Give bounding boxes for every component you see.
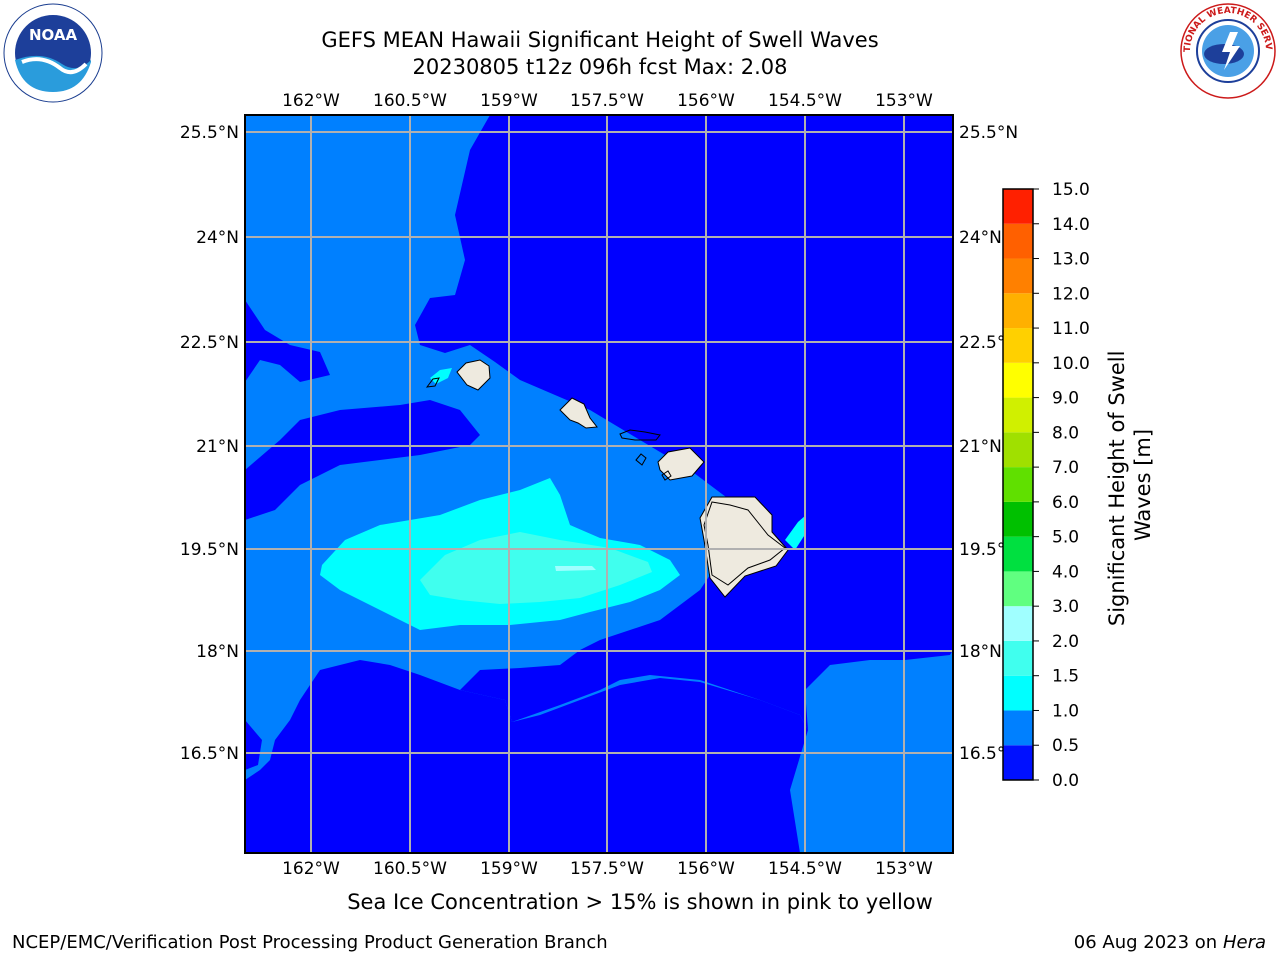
grid-lines	[245, 115, 953, 853]
right-lat-label: 21°N	[959, 437, 1002, 457]
noaa-logo: NOAA	[3, 3, 103, 103]
colorbar-tick-label: 13.0	[1052, 250, 1090, 270]
colorbar-tick-label: 1.0	[1052, 701, 1079, 721]
left-lat-label: 16.5°N	[180, 744, 239, 764]
bottom-lon-label: 156°W	[677, 859, 735, 879]
colorbar-tick-label: 5.0	[1052, 528, 1079, 548]
nws-logo: NATIONAL WEATHER SERVICE	[1178, 2, 1276, 99]
plot-frame	[244, 114, 954, 854]
map-title: GEFS MEAN Hawaii Significant Height of S…	[321, 28, 879, 52]
right-lat-label: 18°N	[959, 642, 1002, 662]
sea-ice-note: Sea Ice Concentration > 15% is shown in …	[347, 890, 933, 914]
colorbar-swatch	[1003, 432, 1033, 468]
bottom-lon-label: 154.5°W	[768, 859, 842, 879]
colorbar-swatch	[1003, 362, 1033, 398]
top-lon-labels: 162°W 160.5°W 159°W 157.5°W 156°W 154.5°…	[282, 91, 933, 111]
colorbar-tick-label: 2.0	[1052, 632, 1079, 652]
left-lat-labels: 25.5°N 24°N 22.5°N 21°N 19.5°N 18°N 16.5…	[180, 123, 239, 764]
right-lat-label: 24°N	[959, 228, 1002, 248]
colorbar-swatch	[1003, 640, 1033, 676]
colorbar-swatch	[1003, 745, 1033, 780]
footer-credit: NCEP/EMC/Verification Post Processing Pr…	[12, 932, 608, 953]
colorbar-tick-label: 1.5	[1052, 667, 1079, 687]
colorbar-tick-label: 0.0	[1052, 771, 1079, 791]
field-top-spot	[555, 566, 596, 571]
left-lat-label: 25.5°N	[180, 123, 239, 143]
colorbar-tick-label: 7.0	[1052, 458, 1079, 478]
top-lon-label: 154.5°W	[768, 91, 842, 111]
left-lat-label: 18°N	[196, 642, 239, 662]
colorbar-tick-label: 11.0	[1052, 319, 1090, 339]
bottom-lon-labels: 162°W 160.5°W 159°W 157.5°W 156°W 154.5°…	[282, 859, 933, 879]
left-lat-label: 24°N	[196, 228, 239, 248]
colorbar-swatch	[1003, 397, 1033, 433]
colorbar-swatch	[1003, 571, 1033, 607]
footer-host: Hera	[1222, 932, 1266, 953]
right-lat-label: 25.5°N	[959, 123, 1018, 143]
colorbar-frame	[1002, 188, 1034, 781]
colorbar-swatch	[1003, 258, 1033, 294]
top-lon-label: 159°W	[480, 91, 538, 111]
island-hawaii-coast	[703, 501, 786, 586]
colorbar-tick-label: 6.0	[1052, 493, 1079, 513]
bottom-lon-label: 157.5°W	[570, 859, 644, 879]
top-lon-label: 156°W	[677, 91, 735, 111]
field-deep-sw-corner	[245, 720, 262, 770]
island-niihau	[425, 377, 440, 388]
colorbar-tick-label: 8.0	[1052, 423, 1079, 443]
field-deep-northeast	[415, 115, 953, 853]
colorbar-tick-label: 9.0	[1052, 389, 1079, 409]
left-lat-label: 22.5°N	[180, 333, 239, 353]
colorbar-swatch	[1003, 606, 1033, 641]
island-lanai	[635, 453, 647, 466]
colorbar-tick-label: 3.0	[1052, 597, 1079, 617]
colorbar-tick-label: 12.0	[1052, 284, 1090, 304]
island-kahoolawe	[661, 470, 672, 481]
left-lat-label: 21°N	[196, 437, 239, 457]
island-molokai	[619, 429, 661, 441]
colorbar-tick-label: 15.0	[1052, 180, 1090, 200]
island-hawaii	[699, 496, 789, 598]
colorbar-tick-label: 10.0	[1052, 354, 1090, 374]
field-deep-west	[245, 400, 480, 520]
colorbar-swatch	[1003, 223, 1033, 259]
bottom-lon-label: 162°W	[282, 859, 340, 879]
map-subtitle: 20230805 t12z 096h fcst Max: 2.08	[412, 55, 788, 79]
colorbar-swatch	[1003, 328, 1033, 363]
top-lon-label: 160.5°W	[373, 91, 447, 111]
left-lat-label: 19.5°N	[180, 540, 239, 560]
bottom-lon-label: 159°W	[480, 859, 538, 879]
footer-date: 06 Aug 2023 on Hera	[1074, 932, 1266, 953]
bottom-lon-label: 160.5°W	[373, 859, 447, 879]
colorbar-swatch	[1003, 293, 1033, 329]
colorbar-tick-label: 14.0	[1052, 215, 1090, 235]
colorbar-swatch	[1003, 536, 1033, 572]
island-oahu	[559, 397, 598, 429]
field-deep-south	[245, 660, 808, 853]
colorbar-tick-label: 4.0	[1052, 562, 1079, 582]
colorbar-swatch	[1003, 467, 1033, 502]
top-lon-label: 162°W	[282, 91, 340, 111]
colorbar-swatch	[1003, 501, 1033, 537]
bottom-lon-label: 153°W	[875, 859, 933, 879]
colorbar-swatch	[1003, 189, 1033, 224]
island-maui	[657, 447, 705, 481]
field-high-east	[785, 515, 806, 550]
footer-date-text: 06 Aug 2023 on	[1073, 932, 1218, 953]
colorbar: 0.0 0.5 1.0 1.5 2.0 3.0 4.0 5.0 6.0 7.0 8.0 9.0 10.0…	[1002, 180, 1090, 791]
colorbar-swatch	[1003, 675, 1033, 711]
top-lon-label: 157.5°W	[570, 91, 644, 111]
field-high-small	[430, 368, 452, 384]
top-lon-label: 153°W	[875, 91, 933, 111]
field-deep-northwest	[245, 300, 330, 382]
island-kauai	[456, 359, 491, 391]
colorbar-label: Significant Height of Swell Waves [m]	[1105, 344, 1155, 626]
svg-text:NOAA: NOAA	[29, 26, 78, 44]
colorbar-swatch	[1003, 710, 1033, 746]
field-layer	[245, 115, 953, 853]
colorbar-tick-label: 0.5	[1052, 736, 1079, 756]
